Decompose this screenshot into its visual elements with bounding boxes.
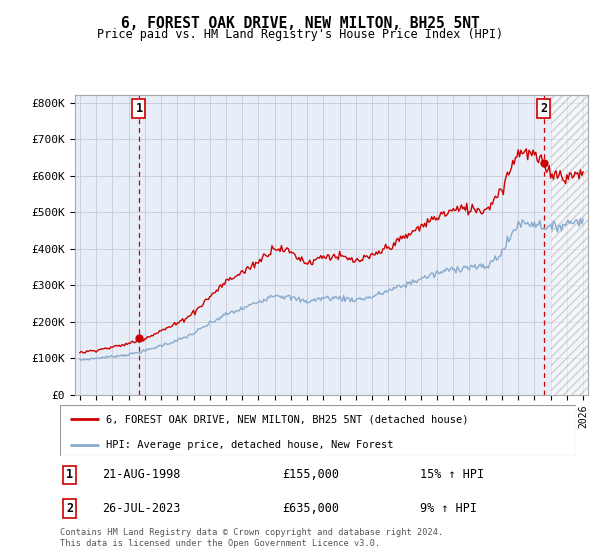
Text: 1: 1 (136, 102, 143, 115)
Text: £635,000: £635,000 (282, 502, 339, 515)
Text: 26-JUL-2023: 26-JUL-2023 (102, 502, 181, 515)
Text: 2: 2 (540, 102, 547, 115)
Text: Contains HM Land Registry data © Crown copyright and database right 2024.
This d: Contains HM Land Registry data © Crown c… (60, 528, 443, 548)
Text: 21-AUG-1998: 21-AUG-1998 (102, 468, 181, 481)
Text: Price paid vs. HM Land Registry's House Price Index (HPI): Price paid vs. HM Land Registry's House … (97, 28, 503, 41)
Text: 15% ↑ HPI: 15% ↑ HPI (420, 468, 484, 481)
Text: 6, FOREST OAK DRIVE, NEW MILTON, BH25 5NT (detached house): 6, FOREST OAK DRIVE, NEW MILTON, BH25 5N… (106, 414, 469, 424)
Text: 6, FOREST OAK DRIVE, NEW MILTON, BH25 5NT: 6, FOREST OAK DRIVE, NEW MILTON, BH25 5N… (121, 16, 479, 31)
Text: HPI: Average price, detached house, New Forest: HPI: Average price, detached house, New … (106, 440, 394, 450)
Text: £155,000: £155,000 (282, 468, 339, 481)
Text: 9% ↑ HPI: 9% ↑ HPI (420, 502, 477, 515)
Text: 2: 2 (66, 502, 73, 515)
Text: 1: 1 (66, 468, 73, 481)
